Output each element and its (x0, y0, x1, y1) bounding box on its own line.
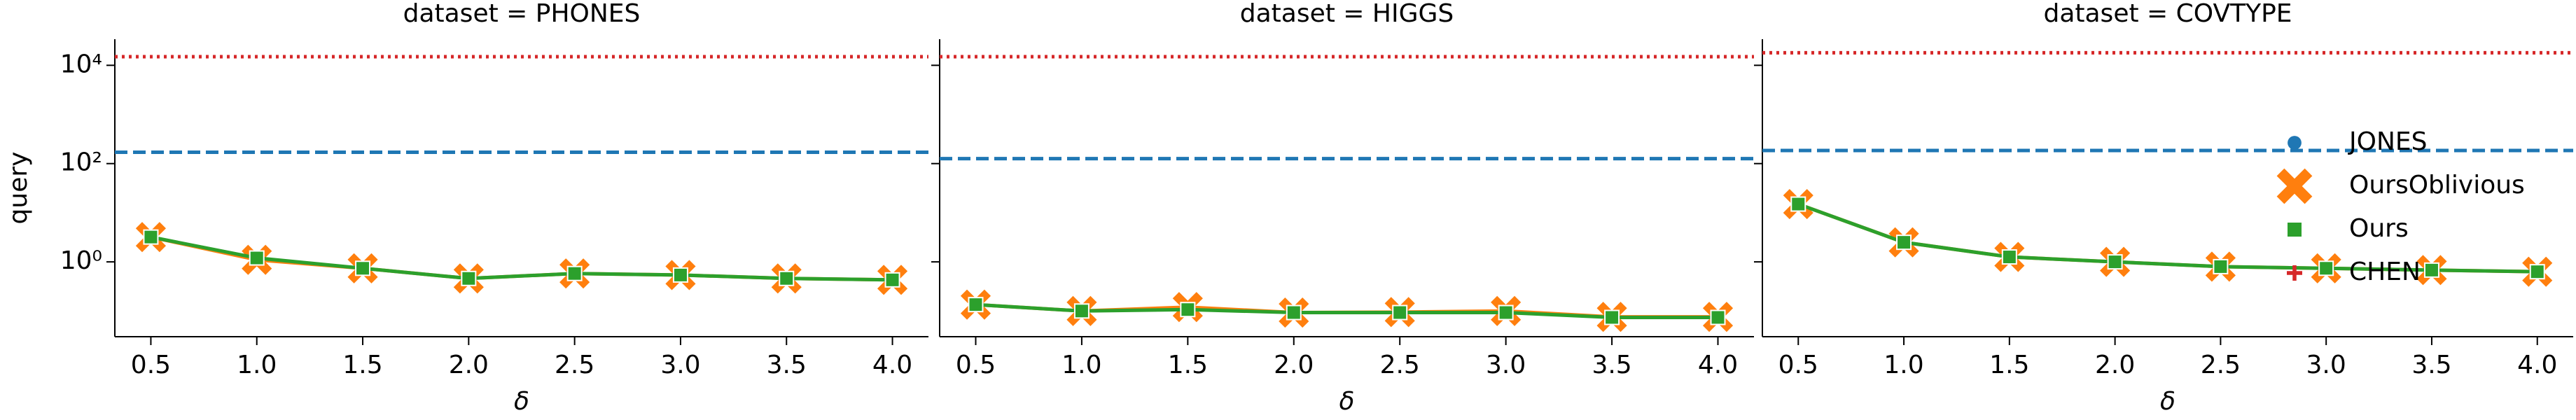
marker (2107, 254, 2123, 270)
x-axis-label: δ (1339, 387, 1354, 416)
marker (566, 265, 583, 281)
marker (1896, 234, 1912, 251)
x-tick-label: 1.0 (1061, 351, 1101, 379)
legend-marker (2286, 221, 2303, 238)
x-axis-label: δ (514, 387, 529, 416)
marker (1604, 309, 1620, 326)
y-tick-label: 10⁴ (60, 50, 102, 78)
legend-label: JONES (2348, 127, 2427, 156)
marker (2529, 264, 2545, 280)
x-tick-label: 2.0 (449, 351, 489, 379)
x-tick-label: 1.0 (1884, 351, 1923, 379)
x-tick-label: 1.0 (237, 351, 277, 379)
marker (355, 260, 371, 276)
x-tick-label: 2.5 (2201, 351, 2241, 379)
marker (2318, 260, 2334, 276)
marker (672, 267, 688, 283)
legend-marker (2287, 265, 2302, 281)
marker (1286, 304, 1302, 321)
panel-title: dataset = COVTYPE (2043, 0, 2292, 28)
marker (1073, 303, 1089, 319)
marker (1392, 304, 1408, 321)
x-tick-label: 0.5 (1778, 351, 1818, 379)
x-tick-label: 3.0 (660, 351, 700, 379)
x-tick-label: 4.0 (872, 351, 912, 379)
legend-marker (2276, 168, 2313, 204)
y-tick-label: 10⁰ (60, 246, 102, 275)
x-tick-label: 3.5 (767, 351, 807, 379)
marker (2001, 249, 2017, 265)
x-tick-label: 3.5 (2411, 351, 2451, 379)
series-line (150, 235, 893, 282)
marker (2213, 258, 2229, 274)
marker (779, 270, 795, 286)
x-tick-label: 2.5 (1380, 351, 1420, 379)
x-tick-label: 3.0 (2306, 351, 2346, 379)
x-tick-label: 2.0 (2095, 351, 2135, 379)
marker (884, 272, 900, 288)
x-tick-label: 3.0 (1486, 351, 1526, 379)
marker (968, 297, 984, 313)
panel-title: dataset = HIGGS (1240, 0, 1454, 28)
x-tick-label: 4.0 (1698, 351, 1738, 379)
series-line (975, 302, 1718, 319)
marker (2423, 262, 2439, 278)
series-line (1797, 202, 2537, 274)
panel-title: dataset = PHONES (403, 0, 641, 28)
legend-label: OursOblivious (2349, 171, 2525, 200)
legend-marker (2288, 136, 2302, 150)
x-tick-label: 3.5 (1592, 351, 1631, 379)
x-tick-label: 4.0 (2517, 351, 2557, 379)
x-tick-label: 1.5 (1989, 351, 2029, 379)
x-tick-label: 1.5 (1168, 351, 1208, 379)
legend-label: Ours (2349, 214, 2409, 243)
marker (143, 229, 159, 245)
x-axis-label: δ (2160, 387, 2175, 416)
marker (1498, 304, 1514, 321)
marker (1710, 309, 1726, 326)
x-tick-label: 0.5 (956, 351, 996, 379)
x-tick-label: 2.5 (555, 351, 594, 379)
y-axis-label: query (4, 152, 33, 225)
marker (1180, 302, 1196, 318)
x-tick-label: 1.5 (342, 351, 382, 379)
marker (249, 250, 265, 266)
marker (461, 270, 477, 286)
marker (1790, 196, 1806, 212)
legend-label: CHEN (2349, 258, 2421, 286)
x-tick-label: 2.0 (1274, 351, 1314, 379)
y-tick-label: 10² (60, 148, 102, 177)
x-tick-label: 0.5 (131, 351, 171, 379)
